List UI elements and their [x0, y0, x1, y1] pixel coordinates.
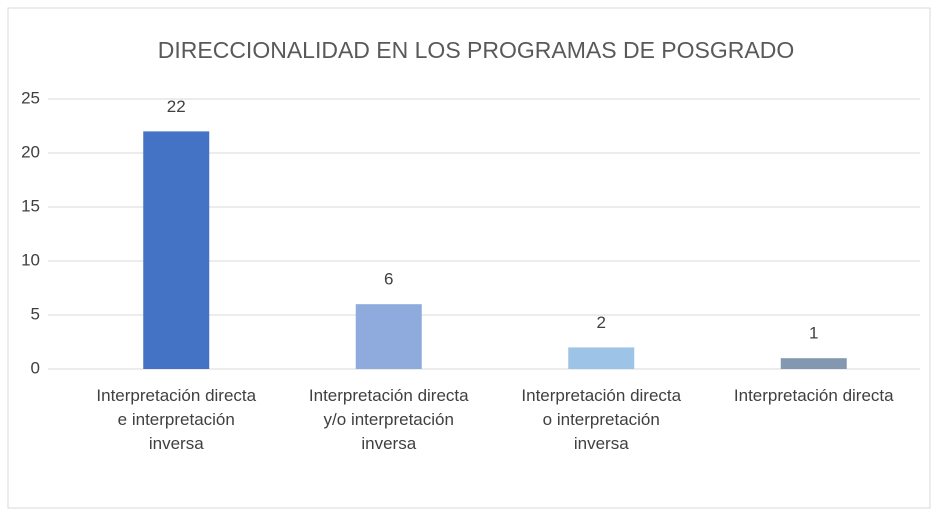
y-tick-label: 10 [21, 250, 40, 269]
bar [568, 347, 635, 369]
bar [143, 131, 210, 369]
data-label: 6 [384, 270, 393, 289]
y-tick-label: 5 [31, 304, 40, 323]
y-tick-label: 25 [21, 88, 40, 107]
data-label: 22 [167, 97, 186, 116]
x-tick-label: Interpretación directa o interpretación … [521, 386, 682, 453]
data-label: 2 [597, 313, 606, 332]
bar [355, 304, 422, 369]
y-tick-label: 15 [21, 196, 40, 215]
x-tick-label: Interpretación directa [733, 386, 894, 405]
x-tick-label: Interpretación directa y/o interpretació… [308, 386, 469, 453]
bar [780, 358, 847, 369]
y-tick-label: 20 [21, 142, 40, 161]
y-tick-label: 0 [31, 358, 40, 377]
chart-title: DIRECCIONALIDAD EN LOS PROGRAMAS DE POSG… [158, 37, 794, 63]
data-label: 1 [809, 324, 818, 343]
x-tick-label: Interpretación directa e interpretación … [96, 386, 257, 453]
